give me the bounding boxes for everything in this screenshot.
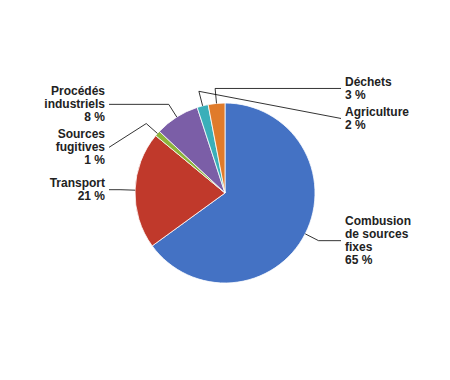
svg-text:Agriculture2 %: Agriculture2 % [345, 105, 409, 132]
svg-text:Sourcesfugitives1 %: Sourcesfugitives1 % [56, 127, 106, 167]
svg-text:Transport21 %: Transport21 % [50, 176, 106, 203]
svg-text:Déchets3 %: Déchets3 % [345, 75, 392, 102]
svg-text:Procédésindustriels8 %: Procédésindustriels8 % [44, 84, 105, 124]
svg-text:Combusionde sourcesfixes65 %: Combusionde sourcesfixes65 % [345, 214, 411, 267]
